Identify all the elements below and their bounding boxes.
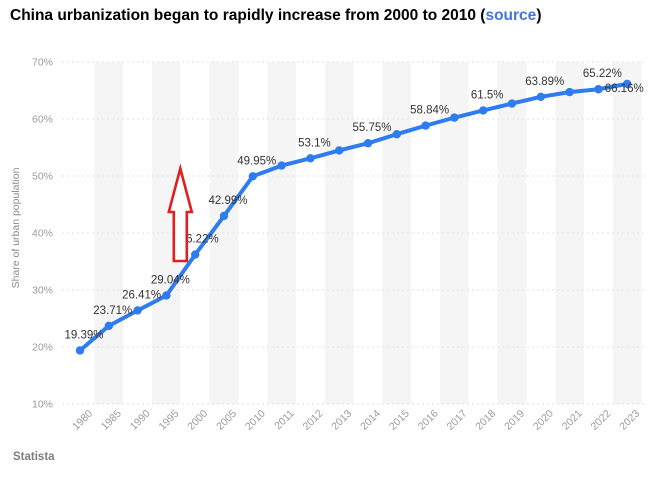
y-axis-tick-label: 30% [32,285,53,297]
data-line [78,81,630,353]
data-label: 23.71% [93,305,132,317]
data-point[interactable] [479,106,488,115]
x-axis-tick-label: 2019 [502,408,527,433]
y-axis-tick-label: 50% [32,171,53,183]
data-point[interactable] [536,92,545,102]
x-axis-tick-label: 2022 [589,408,614,433]
y-axis-tick-label: 60% [32,114,53,126]
plot-band [382,62,412,404]
data-point[interactable] [306,154,315,163]
plot-band [324,62,354,404]
data-point[interactable] [133,306,142,315]
x-axis-tick-label: 2012 [301,408,326,433]
data-point[interactable] [594,85,603,94]
chart-title: China urbanization began to rapidly incr… [10,7,541,25]
x-axis-tick-label: 1995 [157,408,182,433]
data-label: 66.16% [605,83,644,95]
source-link[interactable]: source [485,7,537,24]
x-axis-tick-label: 2014 [358,408,383,433]
data-label: 49.95% [237,155,276,167]
y-axis-tick-label: 10% [32,399,53,411]
data-label: 42.99% [208,195,247,207]
x-axis-tick-label: 2010 [243,408,268,433]
x-axis-tick-label: 2020 [531,408,556,433]
data-point[interactable] [191,250,200,259]
x-axis-tick-label: 2015 [387,408,412,433]
data-point[interactable] [392,130,401,139]
y-axis-tick-label: 70% [32,57,53,69]
plot-band [555,62,584,404]
data-label: 58.84% [410,105,449,117]
data-point[interactable] [162,291,171,300]
brand-footer: Statista [13,451,55,463]
y-axis-tick-label: 20% [32,342,53,354]
data-point[interactable] [277,161,286,170]
data-point[interactable] [565,87,574,97]
data-point[interactable] [248,172,257,181]
data-point[interactable] [335,146,344,155]
x-axis-tick-label: 2016 [416,408,441,433]
data-label: 65.22% [583,68,622,80]
data-point[interactable] [450,113,459,122]
data-label: 63.89% [525,76,564,88]
data-point[interactable] [421,121,430,130]
data-point[interactable] [363,139,373,148]
x-axis-tick-label: 2023 [617,408,642,433]
data-label: 29.04% [151,274,190,286]
data-point[interactable] [507,99,517,108]
x-axis-tick-label: 1980 [70,408,95,433]
data-point[interactable] [623,79,632,89]
data-label: 26.41% [122,289,161,301]
x-axis-tick-label: 1985 [99,408,124,433]
data-point[interactable] [104,321,114,331]
data-label: 36.22% [180,234,219,246]
x-axis-tick-label: 2000 [185,408,210,433]
up-arrow-annotation [167,163,194,263]
x-axis-tick-label: 2013 [329,408,354,433]
data-label: 55.75% [352,122,391,134]
x-axis-tick-label: 2005 [214,408,239,433]
y-axis-title: Share of urban population [10,167,22,288]
data-label: 53.1% [298,137,331,149]
y-axis-tick-label: 40% [32,228,53,240]
chart-title-suffix: ) [536,7,542,24]
chart-title-text: China urbanization began to rapidly incr… [10,7,486,24]
data-label: 19.39% [64,329,103,341]
x-axis-tick-label: 2017 [445,408,470,433]
x-axis-tick-label: 1990 [128,408,153,433]
x-axis-tick-label: 2011 [272,408,297,433]
x-axis-tick-label: 2021 [560,408,585,433]
data-point[interactable] [75,346,85,355]
plot-band [267,62,296,404]
data-point[interactable] [219,211,229,221]
x-axis-tick-label: 2018 [473,408,498,433]
data-label: 61.5% [471,89,504,101]
